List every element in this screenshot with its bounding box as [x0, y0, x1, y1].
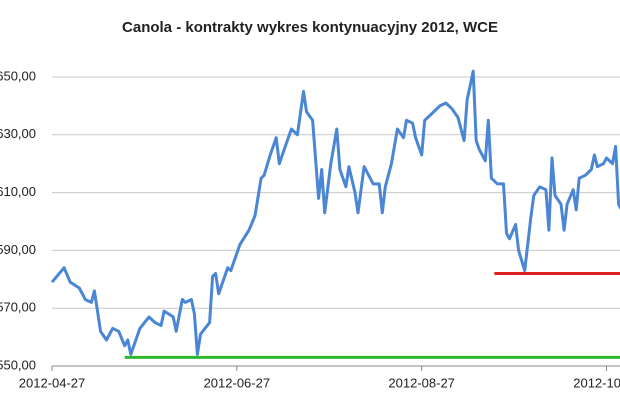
- y-tick-label: 550,00: [0, 357, 36, 372]
- price-line: [50, 69, 620, 356]
- y-tick-label: 650,00: [0, 68, 36, 83]
- y-tick-label: 570,00: [0, 300, 36, 315]
- x-tick-label: 2012-10-27: [573, 375, 620, 390]
- x-tick-label: 2012-04-27: [19, 375, 86, 390]
- x-tick-label: 2012-08-27: [388, 375, 455, 390]
- y-tick-label: 590,00: [0, 242, 36, 257]
- chart-title: Canola - kontrakty wykres kontynuacyjny …: [122, 19, 498, 36]
- x-tick-label: 2012-06-27: [204, 375, 271, 390]
- y-tick-label: 610,00: [0, 184, 36, 199]
- y-tick-label: 630,00: [0, 126, 36, 141]
